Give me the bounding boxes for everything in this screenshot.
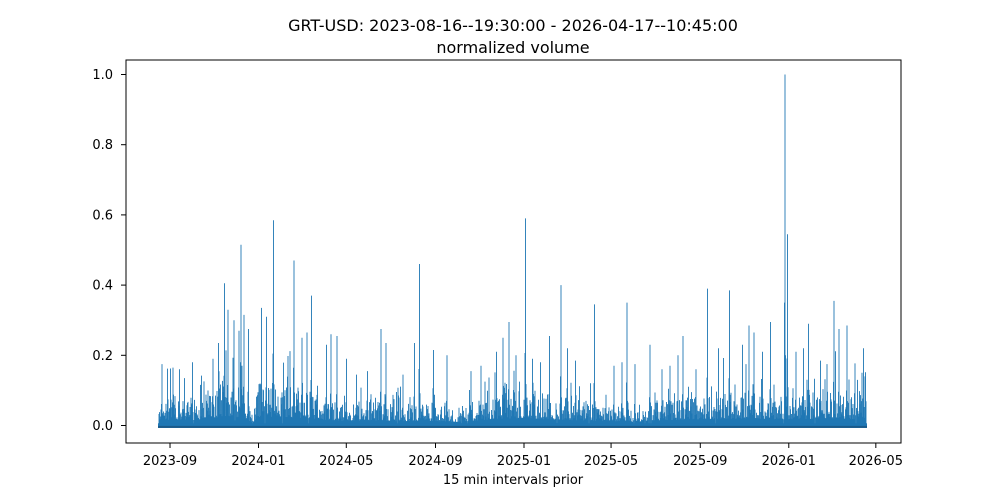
x-tick-label: 2024-05 — [319, 454, 373, 469]
y-tick-label: 1.0 — [92, 68, 113, 83]
plot-border — [125, 59, 902, 444]
chart-title: GRT-USD: 2023-08-16--19:30:00 - 2026-04-… — [288, 16, 738, 35]
y-tick-label: 0.0 — [92, 419, 113, 434]
x-tick-label: 2025-01 — [497, 454, 551, 469]
y-tick-label: 0.6 — [92, 208, 113, 223]
volume-series — [158, 74, 867, 428]
x-tick-label: 2025-09 — [673, 454, 727, 469]
x-axis-label: 15 min intervals prior — [443, 473, 584, 488]
x-tick-label: 2025-05 — [584, 454, 638, 469]
x-tick-label: 2026-01 — [762, 454, 816, 469]
y-tick-label: 0.8 — [92, 138, 113, 153]
y-tick-label: 0.2 — [92, 349, 113, 364]
x-tick-label: 2024-09 — [408, 454, 462, 469]
volume-line — [158, 74, 867, 427]
x-tick-label: 2023-09 — [143, 454, 197, 469]
y-tick-label: 0.4 — [92, 279, 113, 294]
baseline-dense-band — [158, 425, 867, 428]
x-tick-label: 2024-01 — [231, 454, 285, 469]
axes: 2023-09 2024-01 2024-05 2024-09 2025-01 2025-… — [92, 59, 903, 469]
chart-subtitle: normalized volume — [436, 38, 589, 57]
baseline-band — [158, 423, 867, 428]
x-tick-label: 2026-05 — [849, 454, 903, 469]
